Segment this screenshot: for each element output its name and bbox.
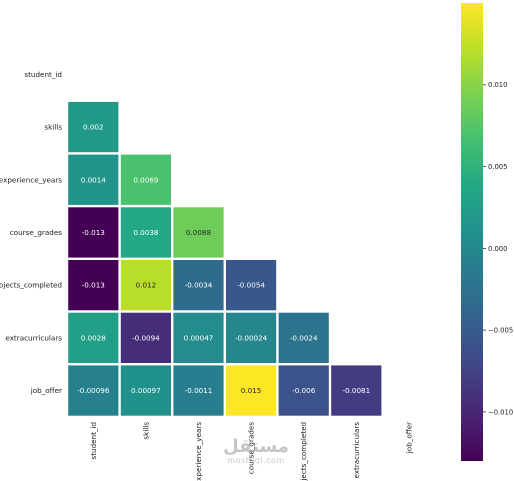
heatmap-cell-label-extracurriculars-skills: -0.0094 [132, 333, 160, 342]
heatmap-cell-label-projects_completed-skills: 0.012 [136, 281, 157, 290]
heatmap-cell-extracurriculars-skills [120, 312, 171, 363]
y-tick-label-student_id: student_id [24, 70, 62, 79]
heatmap-cell-course_grades-student_id [68, 207, 119, 258]
heatmap-cell-extracurriculars-projects_completed [278, 312, 329, 363]
heatmap-cell-job_offer-extracurriculars [331, 365, 382, 416]
colorbar-tick-label-0: 0.000 [488, 245, 507, 253]
heatmap-cell-label-job_offer-student_id: -0.00096 [77, 386, 110, 395]
heatmap-cell-extracurriculars-course_grades [226, 312, 277, 363]
heatmap-cell-job_offer-skills [120, 365, 171, 416]
x-axis-tick-labels: student_id skills experience_years course_g… [89, 422, 414, 481]
y-tick-label-projects_completed: projects_completed [0, 281, 62, 290]
heatmap-cell-label-course_grades-student_id: -0.013 [82, 228, 105, 237]
heatmap-cell-job_offer-experience_years [173, 365, 224, 416]
y-tick-label-skills: skills [44, 123, 62, 132]
heatmap-cell-label-extracurriculars-projects_completed: -0.0024 [290, 333, 318, 342]
colorbar-tick-label-0.01: 0.010 [488, 81, 507, 89]
heatmap-cell-label-job_offer-skills: 0.00097 [131, 386, 161, 395]
x-tick-label-course_grades: course_grades [247, 422, 256, 475]
heatmap-cell-extracurriculars-experience_years [173, 312, 224, 363]
heatmap-cell-label-extracurriculars-course_grades: -0.00024 [235, 333, 268, 342]
heatmap-cell-course_grades-skills [120, 207, 171, 258]
x-tick-label-job_offer: job_offer [404, 422, 413, 454]
heatmap-cell-job_offer-student_id [68, 365, 119, 416]
colorbar-tick-label--0.005: −0.005 [488, 327, 513, 335]
heatmap-cell-projects_completed-student_id [68, 260, 119, 311]
heatmap-cell-experience_years-skills [120, 154, 171, 205]
colorbar-tick-label--0.01: −0.010 [488, 408, 513, 416]
heatmap-cell-label-course_grades-experience_years: 0.0088 [186, 228, 212, 237]
colorbar-tick-label-0.005: 0.005 [488, 163, 507, 171]
heatmap-cell-label-job_offer-experience_years: -0.0011 [185, 386, 213, 395]
x-tick-label-extracurriculars: extracurriculars [352, 422, 361, 479]
colorbar-gradient [461, 3, 483, 461]
y-tick-label-extracurriculars: extracurriculars [5, 333, 62, 342]
heatmap-cell-label-extracurriculars-student_id: 0.0028 [81, 333, 107, 342]
heatmap-cell-label-projects_completed-course_grades: -0.0054 [237, 281, 265, 290]
heatmap-cell-projects_completed-experience_years [173, 260, 224, 311]
x-tick-label-projects_completed: projects_completed [299, 422, 308, 481]
x-tick-label-student_id: student_id [89, 422, 98, 460]
colorbar: 0.010 0.005 0.000 −0.005 −0.010 [461, 3, 513, 461]
heatmap-cell-course_grades-experience_years [173, 207, 224, 258]
heatmap-cell-label-course_grades-skills: 0.0038 [133, 228, 159, 237]
heatmap-cell-label-experience_years-skills: 0.0069 [133, 175, 159, 184]
heatmap-cell-label-job_offer-extracurriculars: -0.0081 [342, 386, 370, 395]
heatmap-cells: 0.002 0.0014 0.0069 -0.013 0.0038 0.0088 -0.01… [68, 101, 382, 416]
heatmap-cell-skills-student_id [68, 101, 119, 153]
x-tick-label-skills: skills [141, 422, 150, 440]
heatmap-cell-job_offer-projects_completed [278, 365, 329, 416]
y-tick-label-job_offer: job_offer [30, 386, 62, 395]
heatmap-cell-label-job_offer-projects_completed: -0.006 [292, 386, 316, 395]
heatmap-cell-label-projects_completed-student_id: -0.013 [82, 281, 105, 290]
heatmap-cell-label-skills-student_id: 0.002 [83, 123, 104, 132]
heatmap-cell-projects_completed-course_grades [226, 260, 277, 311]
heatmap-cell-job_offer-course_grades [226, 365, 277, 416]
x-tick-label-experience_years: experience_years [194, 422, 203, 481]
heatmap-cell-experience_years-student_id [68, 154, 119, 205]
y-tick-label-experience_years: experience_years [0, 175, 62, 184]
heatmap-cell-label-job_offer-course_grades: 0.015 [241, 386, 262, 395]
heatmap-cell-label-projects_completed-experience_years: -0.0034 [185, 281, 213, 290]
heatmap-cell-label-extracurriculars-experience_years: 0.00047 [184, 333, 214, 342]
heatmap-cell-label-experience_years-student_id: 0.0014 [81, 175, 107, 184]
heatmap-cell-projects_completed-skills [120, 260, 171, 311]
y-tick-label-course_grades: course_grades [10, 228, 63, 237]
heatmap-cell-extracurriculars-student_id [68, 312, 119, 363]
